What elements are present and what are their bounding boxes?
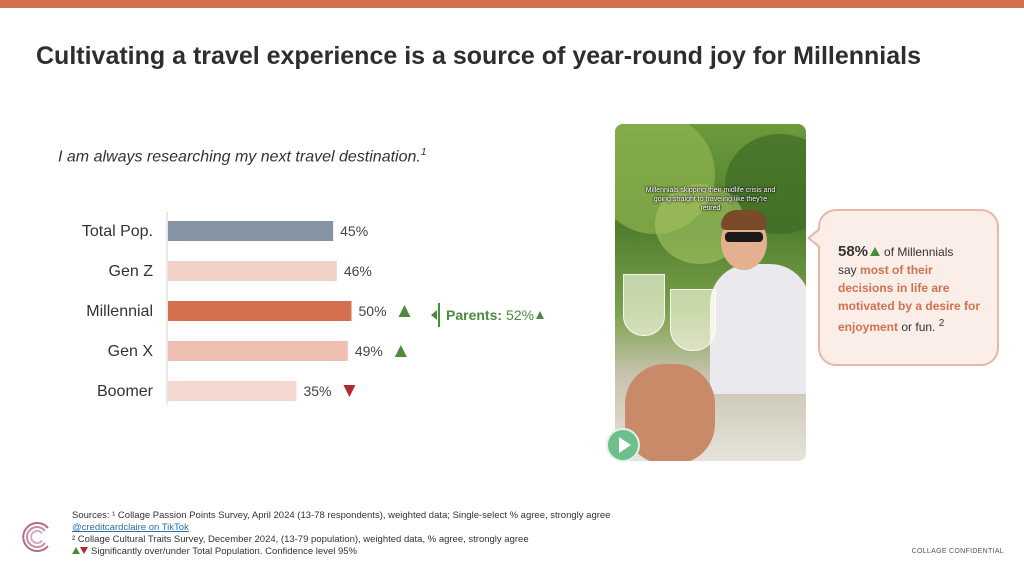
significance-down-icon xyxy=(343,385,356,397)
category-label: Total Pop. xyxy=(82,223,153,240)
tiktok-source-link[interactable]: @creditcardclaire on TikTok xyxy=(72,522,189,533)
significance-up-icon xyxy=(72,547,80,554)
footer-sources: Sources: ¹ Collage Passion Points Survey… xyxy=(72,510,610,558)
value-label: 35% xyxy=(303,383,331,399)
value-label: 45% xyxy=(340,223,368,239)
top-accent-bar xyxy=(0,0,1024,8)
person-shirt-shape xyxy=(710,264,806,394)
sunglasses-shape xyxy=(725,232,763,242)
question-text: I am always researching my next travel d… xyxy=(58,148,421,166)
bar-chart: Total Pop. 45% Gen Z 46% Millennial 50% Gen X 4… xyxy=(82,212,411,404)
play-icon xyxy=(618,437,631,453)
footer-source-2: ² Collage Cultural Traits Survey, Decemb… xyxy=(72,534,529,545)
callout-arrow-icon xyxy=(431,310,437,320)
slide-title: Cultivating a travel experience is a sou… xyxy=(36,42,921,70)
bubble-highlight: most of their decisions in life are moti… xyxy=(838,263,981,334)
significance-up-icon xyxy=(398,305,411,317)
footer-significance-text: Significantly over/under Total Populatio… xyxy=(91,546,357,557)
stat-bubble: 58% of Millennials say most of their deci… xyxy=(818,209,999,366)
wine-glass-shape xyxy=(670,289,716,351)
hand-shape xyxy=(625,364,715,461)
tiktok-video-thumbnail[interactable]: Millennials skipping their midlife crisi… xyxy=(615,124,806,461)
callout-divider xyxy=(438,303,440,327)
significance-up-icon xyxy=(536,311,545,319)
wine-glass-shape xyxy=(623,274,665,336)
category-label: Gen Z xyxy=(109,263,154,280)
collage-logo-icon xyxy=(22,522,49,552)
bubble-stat: 58% xyxy=(838,243,869,260)
footer-source-1: Sources: ¹ Collage Passion Points Survey… xyxy=(72,510,611,521)
bar xyxy=(168,341,348,361)
confidential-label: COLLAGE CONFIDENTIAL xyxy=(911,548,1004,555)
bubble-text-1: of Millennials xyxy=(884,245,954,259)
question-footnote-ref: 1 xyxy=(420,147,427,158)
bar xyxy=(168,261,337,281)
survey-question: I am always researching my next travel d… xyxy=(58,147,426,166)
value-label: 46% xyxy=(344,263,372,279)
category-label: Millennial xyxy=(86,303,153,320)
callout-value: 52% xyxy=(506,307,535,323)
category-label: Boomer xyxy=(97,383,154,400)
bubble-text-2: say xyxy=(838,263,857,277)
footer-significance-note: Significantly over/under Total Populatio… xyxy=(72,546,610,558)
parents-callout: Parents: 52% xyxy=(431,303,545,327)
person-hair-shape xyxy=(721,210,767,230)
bubble-pointer-inner xyxy=(810,230,820,246)
significance-down-icon xyxy=(80,547,88,554)
video-caption: Millennials skipping their midlife crisi… xyxy=(645,187,776,212)
bar xyxy=(168,301,352,321)
play-button[interactable] xyxy=(606,428,640,462)
value-label: 50% xyxy=(359,303,387,319)
significance-up-icon xyxy=(394,345,407,357)
significance-up-icon xyxy=(870,247,881,256)
bubble-text: 58% of Millennials say most of their deci… xyxy=(838,243,988,336)
value-label: 49% xyxy=(355,343,383,359)
bubble-footnote-ref: 2 xyxy=(938,318,945,329)
bar xyxy=(168,221,334,241)
callout-label: Parents: xyxy=(446,307,503,323)
bubble-text-3: or fun. xyxy=(901,320,936,334)
bar xyxy=(168,381,297,401)
category-label: Gen X xyxy=(108,343,154,360)
